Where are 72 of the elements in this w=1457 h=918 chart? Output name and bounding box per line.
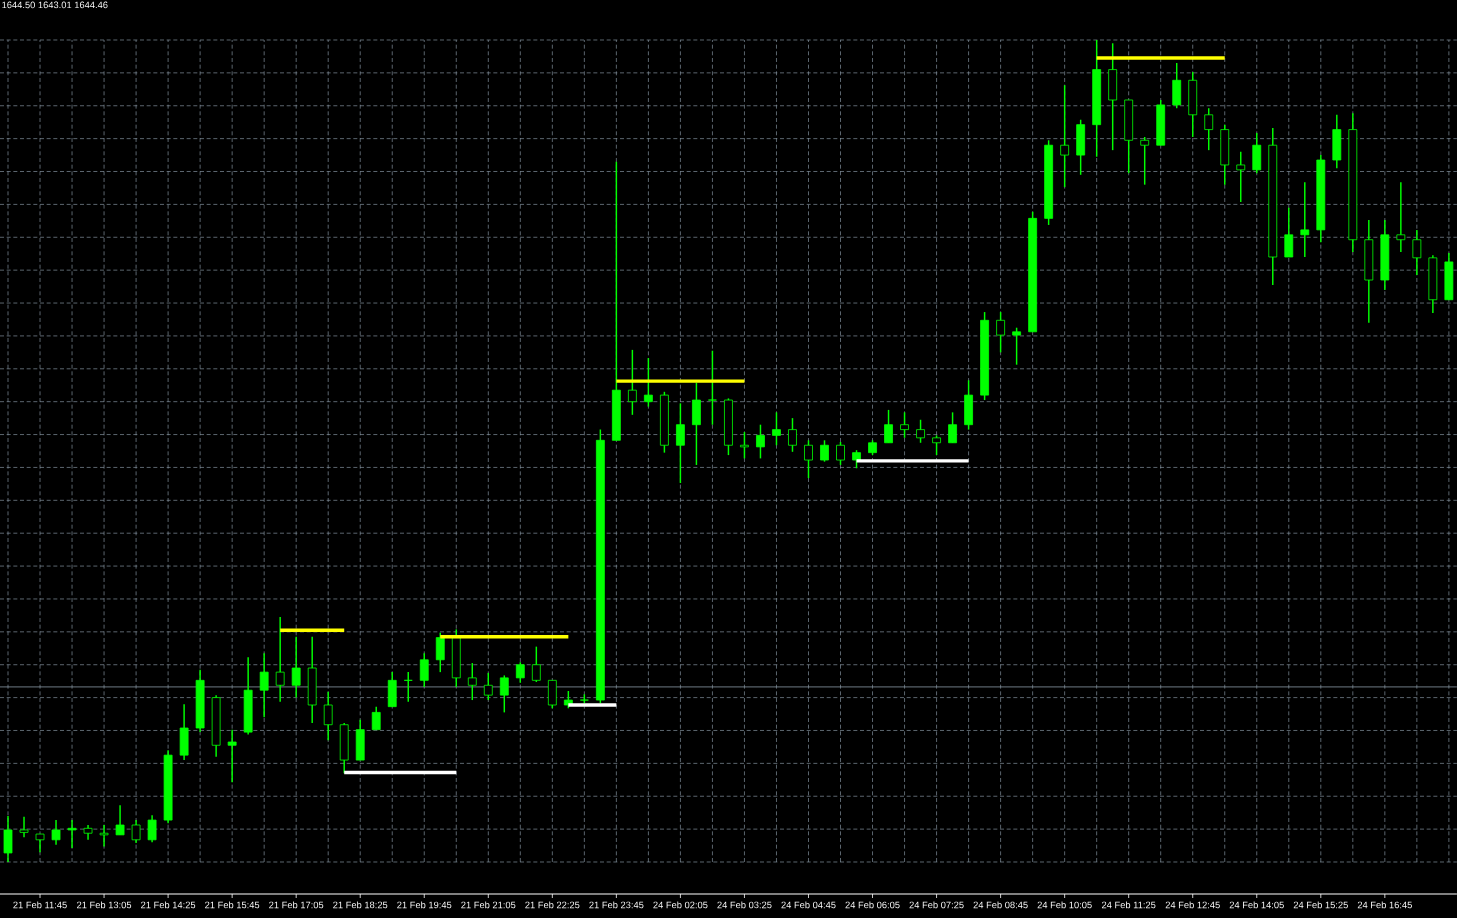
candlestick [804,439,813,479]
x-tick-label: 24 Feb 04:45 [781,901,836,909]
candlestick [291,636,301,699]
candlestick [900,411,909,439]
candlestick [323,691,333,742]
candlestick [259,652,269,719]
candlestick [499,674,509,714]
candlestick [916,419,925,444]
candlestick [627,349,637,416]
candlestick [371,705,381,731]
candlestick [1300,181,1310,258]
candlestick [483,672,493,701]
candlestick [147,814,157,844]
candlestick [1284,206,1294,258]
x-tick-label: 24 Feb 15:25 [1293,901,1348,909]
x-tick-label: 24 Feb 14:05 [1229,901,1284,909]
candlestick [836,441,845,466]
x-tick-label: 21 Feb 22:25 [525,901,580,909]
candlestick [419,652,429,688]
candlestick [51,819,61,846]
candlestick [1204,107,1214,151]
x-tick-label: 21 Feb 19:45 [397,901,452,909]
candlestick [820,439,829,463]
candlestick [467,662,477,701]
candlestick [115,804,125,836]
candlestick [676,402,685,484]
candlestick [740,431,749,460]
candlestick [227,728,237,783]
chart-title: 1644.50 1643.01 1644.46 [2,1,108,9]
candlestick [948,411,957,444]
candlestick [772,411,781,446]
candlestick [435,631,445,673]
x-tick-label: 24 Feb 06:05 [845,901,900,909]
candlestick [1140,136,1150,186]
x-tick-label: 21 Feb 14:25 [141,901,196,909]
candlestick [1060,84,1070,188]
candlestick [275,616,285,703]
x-tick-label: 21 Feb 15:45 [205,901,260,909]
candlestick [3,815,13,863]
x-tick-label: 21 Feb 11:45 [13,901,67,909]
x-tick-label: 24 Feb 03:25 [717,901,772,909]
candlestick [131,819,141,844]
x-tick-label: 24 Feb 12:45 [1165,901,1220,909]
candlestick [756,423,765,460]
candlestick [1396,181,1406,253]
x-tick-label: 24 Feb 10:05 [1037,901,1092,909]
x-tick-label: 21 Feb 17:05 [269,901,324,909]
candlestick [19,816,29,839]
x-tick-label: 21 Feb 13:05 [77,901,132,909]
x-tick-label: 24 Feb 16:45 [1357,901,1412,909]
candlestick [1412,229,1422,276]
x-tick-label: 24 Feb 02:05 [653,901,708,909]
candlestick [99,824,109,848]
candlestick [788,417,797,453]
candlestick [643,357,653,408]
candlestick [884,409,893,444]
candlestick [852,449,861,469]
x-tick-label: 24 Feb 08:45 [973,901,1028,909]
candlestick [996,311,1006,354]
candlestick [515,661,525,684]
x-tick-label: 24 Feb 07:25 [909,901,964,909]
candlestick [35,833,45,853]
x-tick-label: 21 Feb 21:05 [461,901,516,909]
candlestick [531,645,541,683]
candlestick [1012,326,1022,366]
candlestick [1236,151,1246,203]
x-tick-label: 24 Feb 11:25 [1101,901,1156,909]
x-tick-label: 21 Feb 23:45 [589,901,644,909]
candlestick [67,819,77,849]
candlestick [708,349,717,426]
x-tick-label: 21 Feb 18:25 [333,901,388,909]
candlestick [932,434,941,456]
